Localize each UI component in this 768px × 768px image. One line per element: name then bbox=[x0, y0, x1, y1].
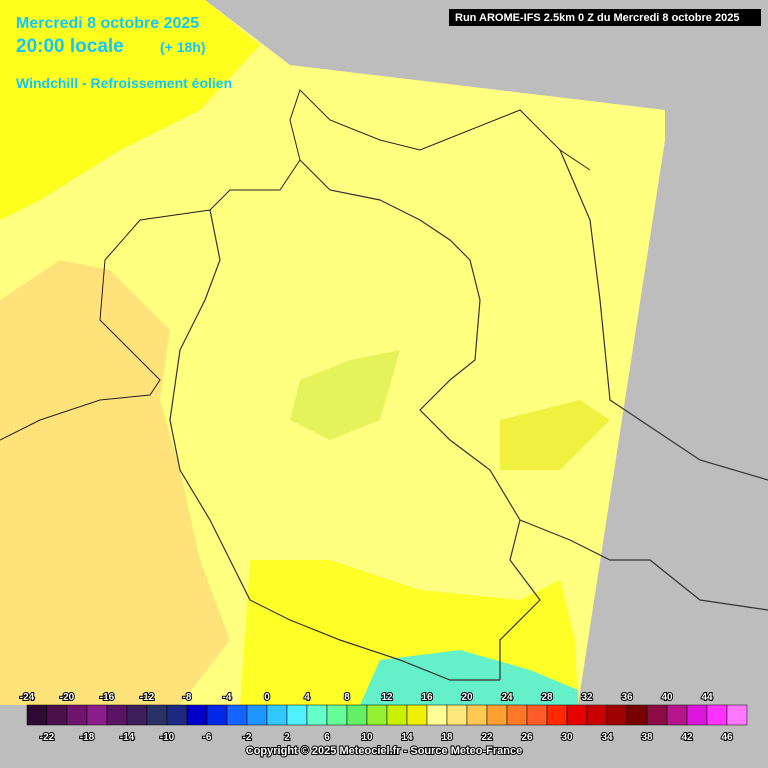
scale-label: 0 bbox=[264, 692, 270, 703]
border-austria bbox=[519, 519, 768, 611]
scale-label: 14 bbox=[401, 732, 413, 743]
scale-label: -24 bbox=[20, 692, 35, 703]
scale-label: -10 bbox=[160, 732, 175, 743]
scale-label: -8 bbox=[183, 692, 192, 703]
copyright: Copyright © 2025 Meteociel.fr - Source M… bbox=[246, 745, 522, 757]
scale-swatch bbox=[646, 704, 668, 726]
scale-label: 2 bbox=[284, 732, 290, 743]
scale-swatch bbox=[426, 704, 448, 726]
scale-swatch bbox=[506, 704, 528, 726]
scale-swatch bbox=[126, 704, 148, 726]
scale-swatch bbox=[486, 704, 508, 726]
scale-swatch bbox=[346, 704, 368, 726]
scale-swatch bbox=[66, 704, 88, 726]
scale-swatch bbox=[286, 704, 308, 726]
run-box bbox=[449, 9, 761, 26]
scale-swatch bbox=[466, 704, 488, 726]
scale-swatch bbox=[566, 704, 588, 726]
scale-label: 22 bbox=[481, 732, 493, 743]
scale-swatch bbox=[46, 704, 68, 726]
scale-swatch bbox=[106, 704, 128, 726]
scale-swatch bbox=[206, 704, 228, 726]
scale-label: 18 bbox=[441, 732, 453, 743]
scale-label: -12 bbox=[140, 692, 155, 703]
run-info: Run AROME-IFS 2.5km 0 Z du Mercredi 8 oc… bbox=[455, 12, 739, 24]
scale-label: 20 bbox=[461, 692, 473, 703]
parameter: Windchill - Refroissement éolien bbox=[16, 75, 232, 91]
scale-label: 4 bbox=[304, 692, 310, 703]
field-alps bbox=[360, 650, 578, 705]
scale-swatch bbox=[586, 704, 608, 726]
scale-swatch bbox=[146, 704, 168, 726]
scale-swatch bbox=[246, 704, 268, 726]
border-poland bbox=[559, 149, 768, 481]
scale-label: 16 bbox=[421, 692, 433, 703]
scale-swatch bbox=[526, 704, 548, 726]
scale-swatch bbox=[326, 704, 348, 726]
scale-label: 6 bbox=[324, 732, 330, 743]
scale-label: -14 bbox=[120, 732, 135, 743]
scale-swatch bbox=[606, 704, 628, 726]
scale-swatch bbox=[386, 704, 408, 726]
lead-time: (+ 18h) bbox=[160, 39, 206, 55]
scale-label: 12 bbox=[381, 692, 393, 703]
scale-label: -16 bbox=[100, 692, 115, 703]
scale-swatch bbox=[186, 704, 208, 726]
border-east bbox=[299, 159, 541, 680]
scale-label: -6 bbox=[203, 732, 212, 743]
scale-label: -4 bbox=[223, 692, 232, 703]
scale-swatch bbox=[706, 704, 728, 726]
scale-swatch bbox=[266, 704, 288, 726]
time: 20:00 locale bbox=[16, 36, 124, 57]
scale-swatch bbox=[666, 704, 688, 726]
scale-label: 30 bbox=[561, 732, 573, 743]
scale-label: -2 bbox=[243, 732, 252, 743]
border-west bbox=[169, 209, 500, 681]
date: Mercredi 8 octobre 2025 bbox=[16, 15, 199, 32]
scale-label: 10 bbox=[361, 732, 373, 743]
scale-label: -18 bbox=[80, 732, 95, 743]
scale-label: 40 bbox=[661, 692, 673, 703]
coastline bbox=[0, 89, 591, 441]
scale-swatch bbox=[166, 704, 188, 726]
scale-label: 42 bbox=[681, 732, 693, 743]
scale-label: 8 bbox=[344, 692, 350, 703]
scale-label: 34 bbox=[601, 732, 613, 743]
scale-label: 36 bbox=[621, 692, 633, 703]
scale-label: -22 bbox=[40, 732, 55, 743]
scale-swatch bbox=[306, 704, 328, 726]
scale-swatch bbox=[626, 704, 648, 726]
scale-swatch bbox=[686, 704, 708, 726]
scale-swatch bbox=[366, 704, 388, 726]
scale-label: -20 bbox=[60, 692, 75, 703]
field-west bbox=[0, 260, 230, 705]
scale-label: 24 bbox=[501, 692, 513, 703]
scale-label: 46 bbox=[721, 732, 733, 743]
scale-swatch bbox=[446, 704, 468, 726]
field-east bbox=[500, 400, 610, 470]
scale-label: 28 bbox=[541, 692, 553, 703]
scale-swatch bbox=[546, 704, 568, 726]
scale-label: 32 bbox=[581, 692, 593, 703]
scale-swatch bbox=[406, 704, 428, 726]
scale-label: 44 bbox=[701, 692, 713, 703]
field-north-sea bbox=[0, 0, 260, 220]
scale-swatch bbox=[86, 704, 108, 726]
field-hills bbox=[290, 350, 400, 440]
scale-label: 38 bbox=[641, 732, 653, 743]
scale-swatch bbox=[226, 704, 248, 726]
scale-swatch bbox=[26, 704, 48, 726]
scale-swatch bbox=[726, 704, 748, 726]
scale-label: 26 bbox=[521, 732, 533, 743]
